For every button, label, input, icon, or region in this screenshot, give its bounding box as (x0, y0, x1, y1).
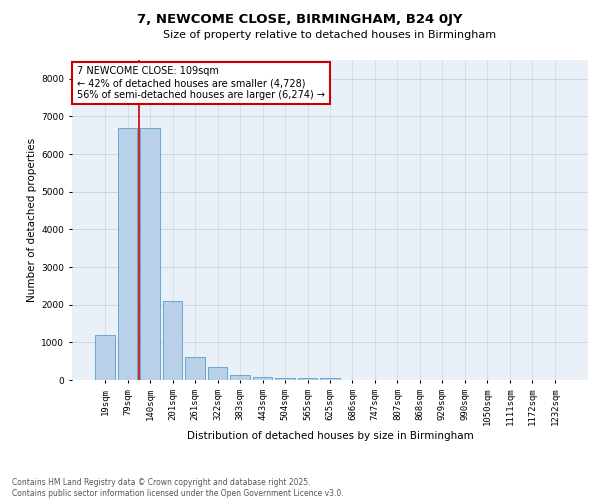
Text: Contains HM Land Registry data © Crown copyright and database right 2025.
Contai: Contains HM Land Registry data © Crown c… (12, 478, 344, 498)
Text: 7, NEWCOME CLOSE, BIRMINGHAM, B24 0JY: 7, NEWCOME CLOSE, BIRMINGHAM, B24 0JY (137, 12, 463, 26)
Text: 7 NEWCOME CLOSE: 109sqm
← 42% of detached houses are smaller (4,728)
56% of semi: 7 NEWCOME CLOSE: 109sqm ← 42% of detache… (77, 66, 325, 100)
Bar (95, 335, 115, 380)
Y-axis label: Number of detached properties: Number of detached properties (27, 138, 37, 302)
Bar (320, 378, 340, 380)
Bar (185, 356, 205, 380)
Bar (163, 301, 182, 380)
Bar (253, 377, 272, 380)
Bar (230, 375, 250, 380)
Bar (140, 128, 160, 380)
X-axis label: Distribution of detached houses by size in Birmingham: Distribution of detached houses by size … (187, 431, 473, 441)
Bar (208, 367, 227, 380)
Bar (298, 378, 317, 380)
Bar (275, 378, 295, 380)
Bar (118, 128, 137, 380)
Title: Size of property relative to detached houses in Birmingham: Size of property relative to detached ho… (163, 30, 497, 40)
